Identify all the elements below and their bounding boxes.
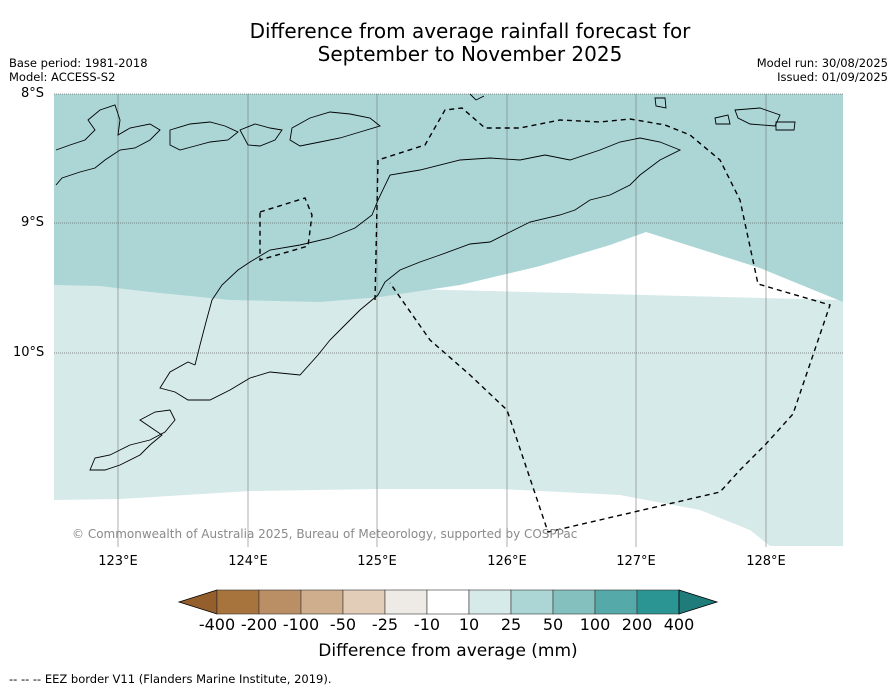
island-east-3 <box>714 114 731 125</box>
eez-legend-note: -- -- -- EEZ border V11 (Flanders Marine… <box>9 672 332 686</box>
roti-semau-coast <box>89 409 176 471</box>
colorbar-swatch <box>216 589 260 615</box>
colorbar-tick-label: -25 <box>371 615 399 634</box>
eez-border-timor-leste <box>374 107 831 533</box>
model-name: Model: ACCESS-S2 <box>9 70 116 84</box>
island-east-2 <box>734 107 781 127</box>
colorbar-extend-low <box>177 589 218 615</box>
colorbar-swatch <box>552 589 596 615</box>
eez-border-oecusse <box>259 197 313 261</box>
run-info: Model run: 30/08/2025 Issued: 01/09/2025 <box>757 56 888 84</box>
wetar-west-coast <box>239 123 283 147</box>
colorbar-tick-label: -400 <box>198 615 236 634</box>
colorbar-tick-label: 50 <box>542 615 564 634</box>
copyright-notice: © Commonwealth of Australia 2025, Bureau… <box>72 527 578 541</box>
latitude-lines <box>54 93 843 354</box>
colorbar-extend-high <box>678 589 719 615</box>
issued-date: Issued: 01/09/2025 <box>777 70 888 84</box>
flores-alor-islands-coast <box>55 104 161 186</box>
colorbar-swatch <box>468 589 512 615</box>
colorbar-tick-label: -10 <box>413 615 441 634</box>
colorbar-tick-label: -200 <box>240 615 278 634</box>
colorbar-swatch <box>636 589 680 615</box>
coastlines <box>55 93 796 471</box>
lon-label-127e: 127°E <box>616 554 656 569</box>
colorbar-tick-label: 400 <box>663 615 695 634</box>
lon-label-126e: 126°E <box>487 554 527 569</box>
colorbar-tick-label: 200 <box>621 615 653 634</box>
title-line-2: September to November 2025 <box>317 42 623 66</box>
graticule <box>117 94 767 547</box>
island-north <box>469 93 485 101</box>
colorbar-swatch <box>342 589 386 615</box>
timor-north-coast <box>194 137 682 366</box>
wetar-coast <box>289 111 381 147</box>
colorbar-tick-label: -50 <box>329 615 357 634</box>
title-line-1: Difference from average rainfall forecas… <box>249 19 691 43</box>
lon-label-128e: 128°E <box>746 554 786 569</box>
zone-10-25 <box>54 280 843 546</box>
colorbar <box>177 589 719 615</box>
zone-25-50 <box>54 94 843 302</box>
model-run: Model run: 30/08/2025 <box>756 56 888 70</box>
model-info: Base period: 1981-2018 Model: ACCESS-S2 <box>9 56 148 84</box>
lon-label-125e: 125°E <box>357 554 397 569</box>
island-east-1 <box>654 97 667 109</box>
colorbar-swatch <box>594 589 638 615</box>
lon-label-123e: 123°E <box>98 554 138 569</box>
colorbar-tick-label: 10 <box>458 615 480 634</box>
colorbar-tick-label: 25 <box>500 615 522 634</box>
colorbar-tick-label: -100 <box>282 615 320 634</box>
colorbar-swatch <box>258 589 302 615</box>
colorbar-tick-label: 100 <box>579 615 611 634</box>
lat-label-9s: 9°S <box>21 215 45 230</box>
timor-south-coast <box>159 294 379 401</box>
colorbar-swatch <box>384 589 428 615</box>
colorbar-label: Difference from average (mm) <box>318 641 578 661</box>
base-period: Base period: 1981-2018 <box>9 56 148 70</box>
lat-label-10s: 10°S <box>13 345 45 360</box>
colorbar-swatch <box>510 589 554 615</box>
colorbar-swatch <box>426 589 470 615</box>
island-east-4 <box>775 121 796 131</box>
eez-borders <box>259 107 831 533</box>
pantar-coast <box>169 121 239 151</box>
lon-label-124e: 124°E <box>228 554 268 569</box>
lat-label-8s: 8°S <box>21 86 45 101</box>
map-title: Difference from average rainfall forecas… <box>200 20 740 66</box>
colorbar-swatch <box>300 589 344 615</box>
